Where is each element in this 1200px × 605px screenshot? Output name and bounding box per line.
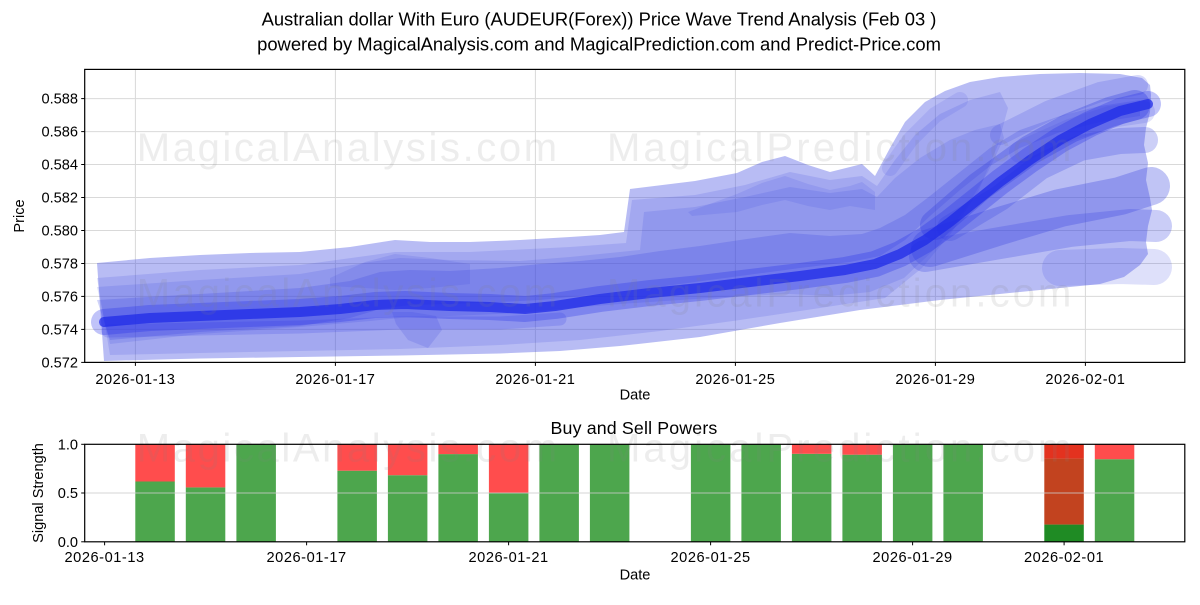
svg-text:2026-01-13: 2026-01-13 xyxy=(95,372,175,388)
svg-text:Australian dollar With Euro (A: Australian dollar With Euro (AUDEUR(Fore… xyxy=(262,9,937,30)
svg-text:2026-01-21: 2026-01-21 xyxy=(495,372,575,388)
svg-text:Buy and Sell Powers: Buy and Sell Powers xyxy=(551,418,718,438)
svg-text:0.580: 0.580 xyxy=(41,224,78,240)
svg-text:2026-01-29: 2026-01-29 xyxy=(873,550,953,566)
svg-text:0.584: 0.584 xyxy=(41,158,78,174)
svg-text:MagicalPrediction.com: MagicalPrediction.com xyxy=(607,126,1074,170)
svg-text:Price: Price xyxy=(12,199,28,232)
svg-text:0.5: 0.5 xyxy=(58,486,78,502)
svg-text:MagicalPrediction.com: MagicalPrediction.com xyxy=(607,272,1074,316)
svg-text:0.586: 0.586 xyxy=(41,125,78,141)
svg-text:2026-01-17: 2026-01-17 xyxy=(295,372,375,388)
svg-text:MagicalAnalysis.com: MagicalAnalysis.com xyxy=(137,272,560,316)
svg-text:2026-01-25: 2026-01-25 xyxy=(695,372,775,388)
svg-text:MagicalPrediction.com: MagicalPrediction.com xyxy=(607,426,1074,470)
svg-text:2026-02-01: 2026-02-01 xyxy=(1045,372,1125,388)
svg-text:MagicalAnalysis.com: MagicalAnalysis.com xyxy=(137,426,560,470)
svg-text:Date: Date xyxy=(620,568,651,584)
svg-text:0.576: 0.576 xyxy=(41,290,78,306)
svg-text:0.572: 0.572 xyxy=(41,356,78,372)
svg-text:2026-01-25: 2026-01-25 xyxy=(671,550,751,566)
svg-text:1.0: 1.0 xyxy=(58,437,78,453)
svg-text:0.588: 0.588 xyxy=(41,92,78,108)
svg-text:0.582: 0.582 xyxy=(41,191,78,207)
svg-text:MagicalAnalysis.com: MagicalAnalysis.com xyxy=(137,126,560,170)
svg-text:0.578: 0.578 xyxy=(41,257,78,273)
svg-text:powered by MagicalAnalysis.com: powered by MagicalAnalysis.com and Magic… xyxy=(257,33,941,54)
svg-text:2026-02-01: 2026-02-01 xyxy=(1024,550,1104,566)
svg-text:0.0: 0.0 xyxy=(58,535,78,551)
svg-text:2026-01-21: 2026-01-21 xyxy=(469,550,549,566)
svg-text:2026-01-29: 2026-01-29 xyxy=(895,372,975,388)
svg-text:2026-01-17: 2026-01-17 xyxy=(267,550,347,566)
svg-text:2026-01-13: 2026-01-13 xyxy=(65,550,145,566)
svg-text:0.574: 0.574 xyxy=(41,323,78,339)
svg-text:Signal Strength: Signal Strength xyxy=(31,443,47,543)
svg-text:Date: Date xyxy=(620,388,651,404)
